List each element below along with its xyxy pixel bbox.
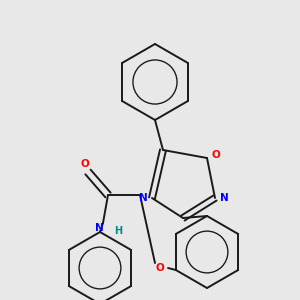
Text: N: N [139,193,147,203]
Text: N: N [220,193,228,203]
Text: O: O [81,159,89,169]
Text: H: H [114,226,122,236]
Text: N: N [94,223,103,233]
Text: O: O [212,150,220,160]
Text: O: O [156,263,164,273]
